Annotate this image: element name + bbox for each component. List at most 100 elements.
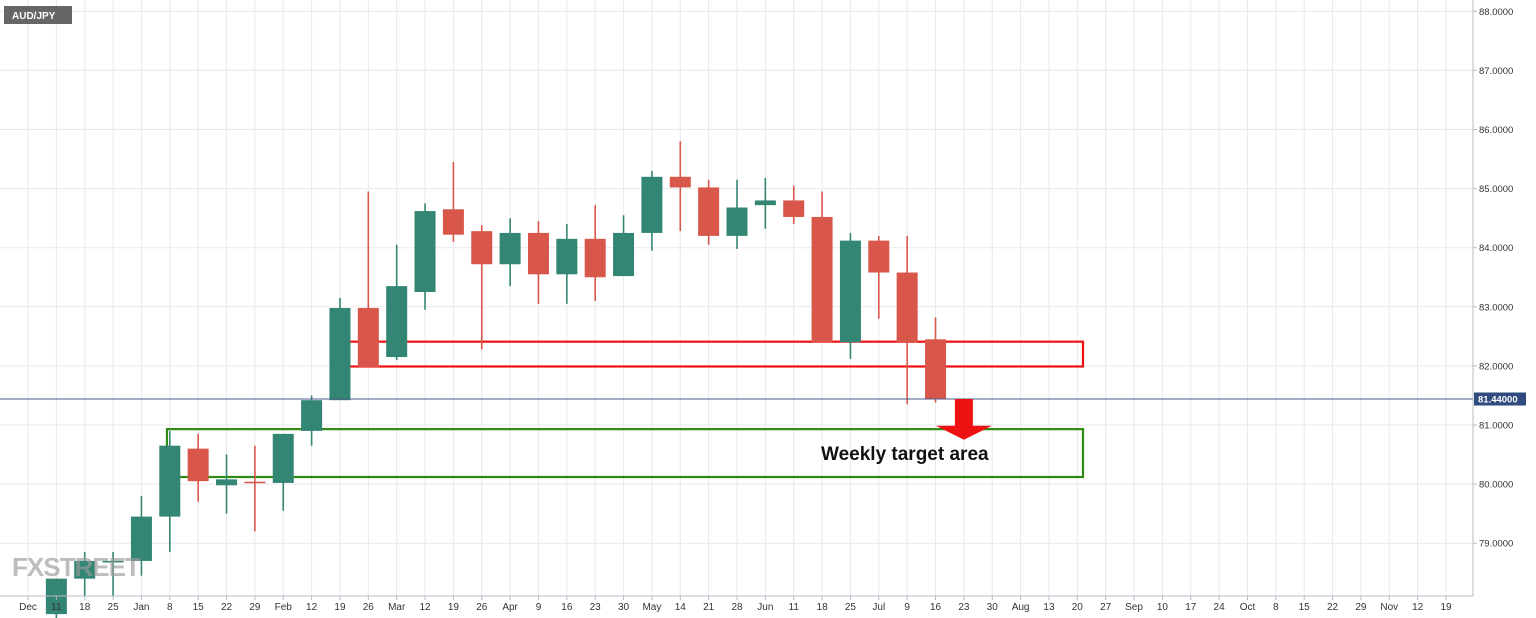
x-tick-label: 12 xyxy=(306,602,318,613)
candle-body[interactable] xyxy=(442,209,464,235)
x-tick-label: Jul xyxy=(872,602,885,613)
candle-body[interactable] xyxy=(159,445,181,517)
symbol-label: AUD/JPY xyxy=(12,11,56,22)
candle-body[interactable] xyxy=(641,176,663,233)
x-tick-label: 13 xyxy=(1043,602,1055,613)
x-tick-label: 12 xyxy=(1412,602,1424,613)
y-tick-label: 86.0000 xyxy=(1479,125,1513,136)
candle-body[interactable] xyxy=(669,176,691,188)
current-price-layer: 81.44000 xyxy=(0,392,1526,406)
x-tick-label: 9 xyxy=(536,602,542,613)
x-tick-label: 24 xyxy=(1214,602,1226,613)
candle-body[interactable] xyxy=(896,272,918,343)
x-tick-label: 15 xyxy=(1299,602,1311,613)
x-tick-label: 8 xyxy=(1273,602,1279,613)
x-tick-label: Jan xyxy=(133,602,149,613)
x-tick-label: 25 xyxy=(108,602,120,613)
x-tick-label: Feb xyxy=(275,602,293,613)
candle-body[interactable] xyxy=(414,211,436,293)
x-tick-label: Mar xyxy=(388,602,406,613)
y-tick-label: 87.0000 xyxy=(1479,66,1513,77)
candle-body[interactable] xyxy=(868,240,890,273)
candle-body[interactable] xyxy=(244,481,266,484)
x-tick-label: Dec xyxy=(19,602,37,613)
candle-body[interactable] xyxy=(527,232,549,275)
candle-body[interactable] xyxy=(783,200,805,217)
candle-body[interactable] xyxy=(584,238,606,278)
candle-body[interactable] xyxy=(301,400,323,431)
y-tick-label: 82.0000 xyxy=(1479,361,1513,372)
weekly-target-annotation: Weekly target area xyxy=(821,444,989,465)
overlay-layer: AUD/JPY FXSTREET Weekly target area xyxy=(4,6,992,582)
candle-body[interactable] xyxy=(130,516,152,561)
x-tick-label: 26 xyxy=(363,602,375,613)
candle-body[interactable] xyxy=(613,232,635,277)
x-tick-label: 22 xyxy=(221,602,233,613)
current-price-tag xyxy=(1474,392,1526,406)
x-tick-label: 26 xyxy=(476,602,488,613)
x-tick-label: 12 xyxy=(419,602,431,613)
down-arrow-icon xyxy=(935,398,992,440)
candle-body[interactable] xyxy=(386,286,408,358)
x-tick-label: Oct xyxy=(1240,602,1256,613)
candle-body[interactable] xyxy=(698,187,720,236)
y-tick-label: 79.0000 xyxy=(1479,539,1513,550)
x-tick-label: 15 xyxy=(193,602,205,613)
resistance-zone-box xyxy=(344,340,1085,368)
x-tick-label: 16 xyxy=(930,602,942,613)
y-tick-label: 84.0000 xyxy=(1479,243,1513,254)
candle-body[interactable] xyxy=(357,307,379,368)
candle-body[interactable] xyxy=(74,560,96,579)
x-tick-label: May xyxy=(642,602,661,613)
candle-body[interactable] xyxy=(329,307,351,401)
candles-layer xyxy=(45,141,947,618)
fxstreet-watermark: FXSTREET xyxy=(12,552,141,582)
x-tick-label: 18 xyxy=(817,602,829,613)
x-tick-label: 11 xyxy=(51,602,62,613)
x-tick-label: 29 xyxy=(249,602,261,613)
x-tick-label: 25 xyxy=(845,602,857,613)
candle-body[interactable] xyxy=(187,448,209,482)
candle-body[interactable] xyxy=(102,560,124,563)
x-tick-label: Aug xyxy=(1012,602,1030,613)
x-tick-label: 30 xyxy=(987,602,999,613)
axes-layer: Dec 11 18 25 Jan 8 15 22 29 Feb 12 19 26 Mar 12 19 26 Apr… xyxy=(0,0,1513,613)
x-tick-label: 20 xyxy=(1072,602,1084,613)
x-tick-label: 29 xyxy=(1355,602,1367,613)
candle-body[interactable] xyxy=(471,231,493,265)
candle-body[interactable] xyxy=(925,339,947,399)
x-tick-label: 27 xyxy=(1100,602,1112,613)
x-tick-label: 19 xyxy=(334,602,346,613)
x-tick-label: 10 xyxy=(1157,602,1169,613)
candle-body[interactable] xyxy=(556,238,578,275)
y-tick-label: 85.0000 xyxy=(1479,184,1513,195)
x-tick-label: 19 xyxy=(1440,602,1452,613)
candle-body[interactable] xyxy=(839,240,861,343)
x-tick-label: 18 xyxy=(79,602,91,613)
x-tick-label: 9 xyxy=(904,602,910,613)
x-tick-label: 21 xyxy=(703,602,715,613)
y-tick-label: 83.0000 xyxy=(1479,302,1513,313)
x-tick-label: Jun xyxy=(757,602,773,613)
candle-body[interactable] xyxy=(216,479,238,486)
candle-body[interactable] xyxy=(754,200,776,206)
y-tick-label: 81.0000 xyxy=(1479,421,1513,432)
x-tick-label: 8 xyxy=(167,602,173,613)
candle-body[interactable] xyxy=(272,433,294,483)
x-tick-label: Nov xyxy=(1380,602,1398,613)
current-price-label: 81.44000 xyxy=(1478,394,1518,405)
x-tick-label: Apr xyxy=(502,602,518,613)
x-tick-label: 14 xyxy=(675,602,687,613)
candle-body[interactable] xyxy=(499,232,521,265)
candle-body[interactable] xyxy=(811,216,833,343)
x-tick-label: 11 xyxy=(789,602,800,613)
x-tick-label: 23 xyxy=(590,602,602,613)
y-tick-label: 80.0000 xyxy=(1479,480,1513,491)
x-tick-label: 22 xyxy=(1327,602,1339,613)
x-tick-label: 17 xyxy=(1185,602,1197,613)
x-tick-label: 19 xyxy=(448,602,460,613)
grid-lines xyxy=(0,0,1473,596)
candle-body[interactable] xyxy=(726,207,748,236)
